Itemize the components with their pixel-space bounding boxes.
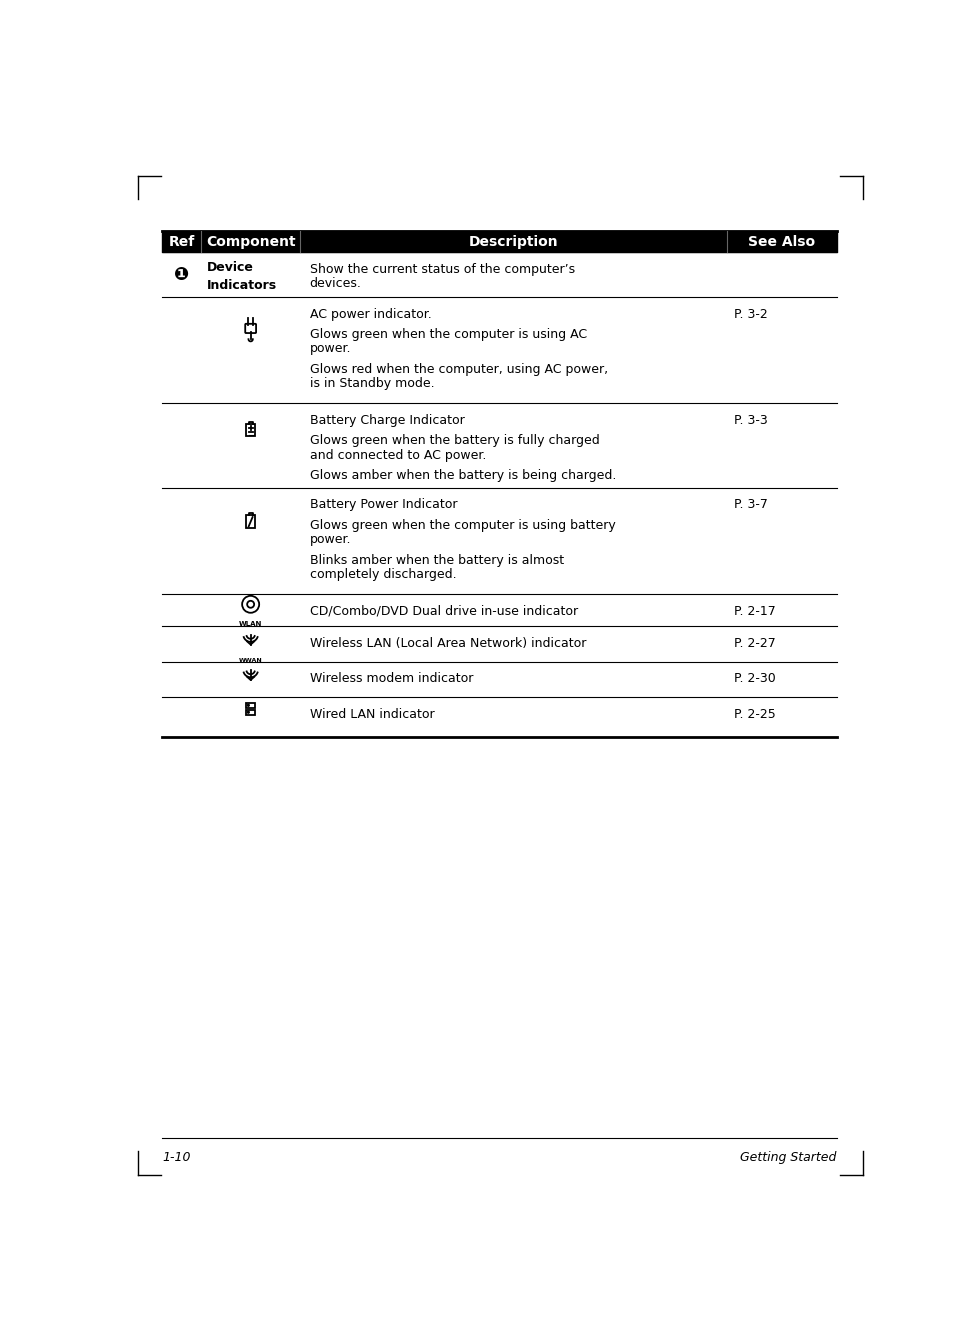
Bar: [162, 231, 836, 253]
Bar: [246, 710, 255, 715]
Text: Description: Description: [468, 235, 558, 249]
Text: WWAN: WWAN: [239, 658, 263, 663]
Text: See Also: See Also: [748, 235, 815, 249]
Circle shape: [247, 711, 249, 713]
Text: P. 3-3: P. 3-3: [734, 413, 768, 427]
Bar: [246, 703, 255, 707]
Text: Glows amber when the battery is being charged.: Glows amber when the battery is being ch…: [309, 469, 616, 483]
Text: and connected to AC power.: and connected to AC power.: [309, 449, 486, 461]
Text: AC power indicator.: AC power indicator.: [309, 308, 431, 321]
Text: P. 2-25: P. 2-25: [734, 707, 776, 721]
Text: devices.: devices.: [309, 277, 361, 290]
Text: Blinks amber when the battery is almost: Blinks amber when the battery is almost: [309, 554, 564, 567]
Text: is in Standby mode.: is in Standby mode.: [309, 377, 434, 390]
Text: Glows green when the battery is fully charged: Glows green when the battery is fully ch…: [309, 435, 599, 448]
Text: Wired LAN indicator: Wired LAN indicator: [309, 707, 434, 721]
Text: Battery Charge Indicator: Battery Charge Indicator: [309, 413, 465, 427]
Text: Wireless LAN (Local Area Network) indicator: Wireless LAN (Local Area Network) indica…: [309, 636, 586, 650]
Text: Component: Component: [206, 235, 296, 249]
Text: 1-10: 1-10: [162, 1151, 190, 1165]
Text: Show the current status of the computer’s: Show the current status of the computer’…: [309, 263, 575, 275]
Text: completely discharged.: completely discharged.: [309, 568, 456, 582]
Text: Ref: Ref: [169, 235, 195, 249]
Text: CD/Combo/DVD Dual drive in-use indicator: CD/Combo/DVD Dual drive in-use indicator: [309, 604, 578, 618]
Text: P. 2-17: P. 2-17: [734, 604, 776, 618]
Text: WLAN: WLAN: [239, 622, 263, 627]
FancyBboxPatch shape: [245, 324, 256, 333]
Text: Battery Power Indicator: Battery Power Indicator: [309, 499, 457, 512]
Text: Glows red when the computer, using AC power,: Glows red when the computer, using AC po…: [309, 364, 608, 376]
Text: P. 3-7: P. 3-7: [734, 499, 768, 512]
Bar: [246, 424, 255, 436]
Text: P. 3-2: P. 3-2: [734, 308, 768, 321]
Text: power.: power.: [309, 342, 351, 356]
Text: Getting Started: Getting Started: [740, 1151, 836, 1165]
Text: P. 2-27: P. 2-27: [734, 636, 776, 650]
Text: Device
Indicators: Device Indicators: [207, 261, 277, 293]
Text: P. 2-30: P. 2-30: [734, 673, 776, 686]
Bar: [246, 515, 255, 528]
Text: Glows green when the computer is using battery: Glows green when the computer is using b…: [309, 519, 615, 532]
Circle shape: [247, 705, 249, 706]
Text: ❶: ❶: [174, 266, 189, 283]
Text: power.: power.: [309, 533, 351, 547]
Text: Glows green when the computer is using AC: Glows green when the computer is using A…: [309, 328, 587, 341]
Text: Wireless modem indicator: Wireless modem indicator: [309, 673, 473, 686]
